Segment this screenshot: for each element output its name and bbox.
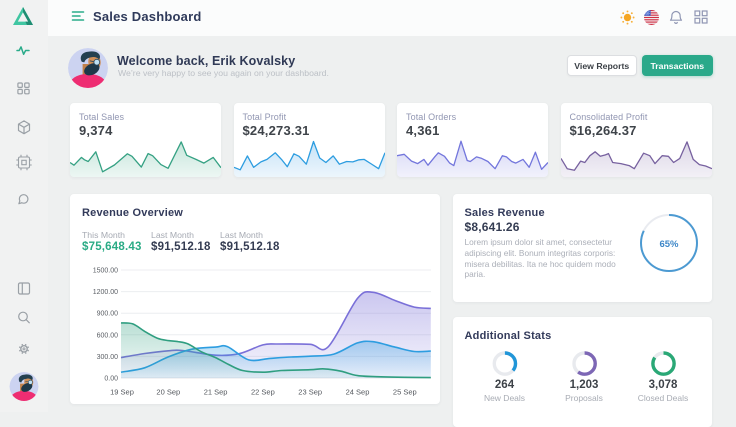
svg-text:65%: 65% [659, 239, 679, 250]
svg-text:21 Sep: 21 Sep [204, 388, 228, 397]
svg-text:1500.00: 1500.00 [93, 268, 118, 275]
svg-text:1200.00: 1200.00 [93, 289, 118, 296]
svg-text:24 Sep: 24 Sep [346, 388, 370, 397]
svg-text:300.00: 300.00 [97, 354, 119, 361]
svg-text:900.00: 900.00 [97, 311, 119, 318]
svg-text:20 Sep: 20 Sep [156, 388, 180, 397]
svg-text:600.00: 600.00 [97, 332, 119, 339]
svg-text:25 Sep: 25 Sep [393, 388, 417, 397]
svg-text:23 Sep: 23 Sep [298, 388, 322, 397]
svg-text:19 Sep: 19 Sep [110, 388, 134, 397]
svg-text:22 Sep: 22 Sep [251, 388, 275, 397]
svg-text:0.00: 0.00 [104, 376, 118, 383]
